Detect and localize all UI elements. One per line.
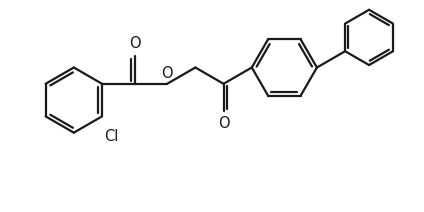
Text: O: O	[129, 36, 140, 51]
Text: O: O	[162, 66, 173, 81]
Text: O: O	[218, 116, 229, 131]
Text: Cl: Cl	[104, 129, 118, 144]
